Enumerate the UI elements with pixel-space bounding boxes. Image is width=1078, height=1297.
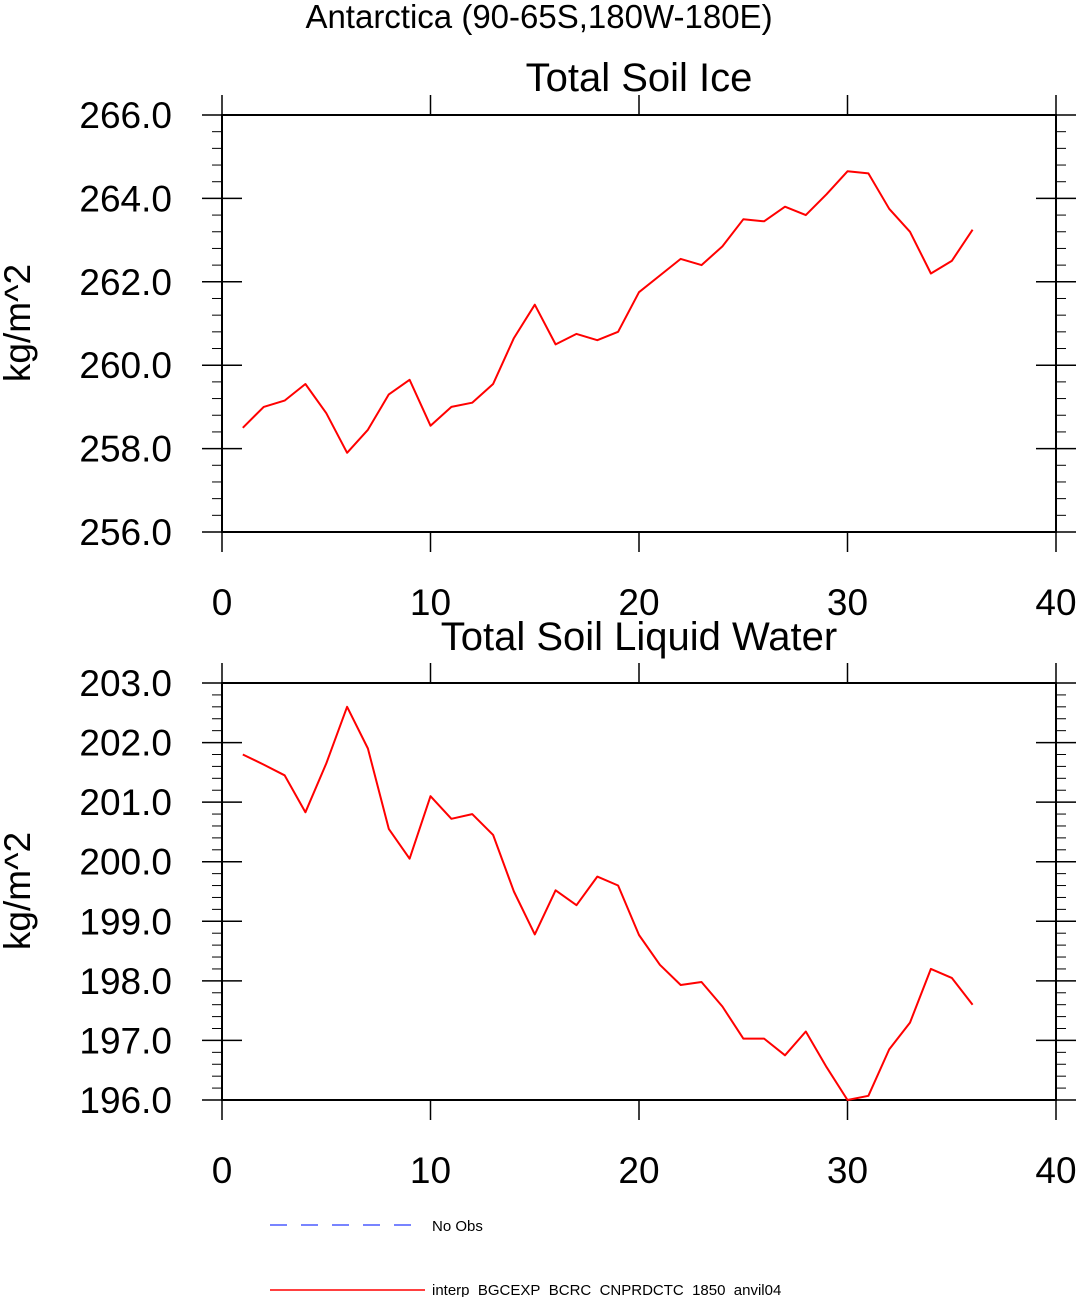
y-tick-label: 258.0 (79, 429, 172, 470)
y-axis-label: kg/m^2 (0, 264, 38, 382)
data-series (243, 171, 973, 453)
x-tick-label: 30 (827, 1150, 868, 1191)
plot-frame (222, 115, 1056, 532)
legend: No Obs interp_BGCEXP_BCRC_CNPRDCTC_1850_… (270, 1218, 781, 1297)
data-series (243, 707, 973, 1100)
y-axis-label: kg/m^2 (0, 832, 38, 950)
panel-total-soil-liquid-water: Total Soil Liquid Water kg/m^2 0 10 20 30 40… (0, 615, 1077, 1191)
y-tick-label: 200.0 (79, 842, 172, 883)
x-tick-label: 0 (212, 582, 233, 623)
panel-title: Total Soil Ice (526, 56, 753, 100)
y-tick-label: 197.0 (79, 1020, 172, 1061)
x-tick-label: 40 (1035, 582, 1076, 623)
y-tick-label: 202.0 (79, 723, 172, 764)
y-tick-label: 203.0 (79, 663, 172, 704)
y-tick-label: 260.0 (79, 345, 172, 386)
y-tick-label: 262.0 (79, 262, 172, 303)
y-tick-label: 256.0 (79, 512, 172, 553)
x-tick-label: 20 (618, 1150, 659, 1191)
y-tick-label: 266.0 (79, 95, 172, 136)
legend-label-no-obs: No Obs (432, 1218, 483, 1235)
series-line (243, 171, 973, 453)
y-tick-label: 196.0 (79, 1080, 172, 1121)
panel-total-soil-ice: Total Soil Ice kg/m^2 0 10 20 30 40256.0258.… (0, 56, 1077, 623)
series-line (243, 707, 973, 1100)
y-tick-label: 264.0 (79, 178, 172, 219)
y-tick-label: 198.0 (79, 961, 172, 1002)
axis-ticks (202, 663, 1076, 1120)
axis-ticks (202, 95, 1076, 552)
x-tick-label: 0 (212, 1150, 233, 1191)
panel-title: Total Soil Liquid Water (441, 615, 837, 659)
y-tick-label: 199.0 (79, 901, 172, 942)
x-tick-label: 10 (410, 1150, 451, 1191)
x-tick-label: 40 (1035, 1150, 1076, 1191)
y-tick-label: 201.0 (79, 782, 172, 823)
legend-label-model: interp_BGCEXP_BCRC_CNPRDCTC_1850_anvil04 (432, 1282, 781, 1297)
figure-supertitle: Antarctica (90-65S,180W-180E) (305, 0, 772, 35)
plot-frame (222, 683, 1056, 1100)
